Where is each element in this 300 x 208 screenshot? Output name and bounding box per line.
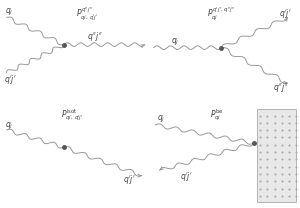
Text: $q_i$: $q_i$ [157,113,165,124]
Text: $q_i$: $q_i$ [5,120,13,131]
Text: $P^{q^{\prime\prime}j^{\prime\prime}}_{qi,\,q^{\prime}j^{\prime}}$: $P^{q^{\prime\prime}j^{\prime\prime}}_{q… [76,5,99,22]
Text: $P^{q^{\prime}j^{\prime},\,q^{\prime\prime}j^{\prime\prime}}_{qi}$: $P^{q^{\prime}j^{\prime},\,q^{\prime\pri… [207,5,236,22]
Text: $q_i$: $q_i$ [5,6,13,17]
Text: $q^{\prime}j^{\prime}$: $q^{\prime}j^{\prime}$ [279,7,292,20]
Text: $P^{\rm isot}_{qi,\,q^{\prime}j^{\prime}}$: $P^{\rm isot}_{qi,\,q^{\prime}j^{\prime}… [61,108,84,123]
Text: $q^{\prime\prime}j^{\prime\prime}$: $q^{\prime\prime}j^{\prime\prime}$ [273,81,289,94]
Text: $q^{\prime}j^{\prime}$: $q^{\prime}j^{\prime}$ [180,170,193,183]
Text: $q^{\prime}j^{\prime}$: $q^{\prime}j^{\prime}$ [4,73,17,86]
Bar [257,109,296,202]
Text: $P^{\rm be}_{qi}$: $P^{\rm be}_{qi}$ [210,108,224,123]
Text: $q_i$: $q_i$ [171,36,180,47]
Text: $q^{\prime\prime}j^{\prime\prime}$: $q^{\prime\prime}j^{\prime\prime}$ [88,30,103,42]
Text: $q^{\prime}j^{\prime}$: $q^{\prime}j^{\prime}$ [123,173,136,186]
